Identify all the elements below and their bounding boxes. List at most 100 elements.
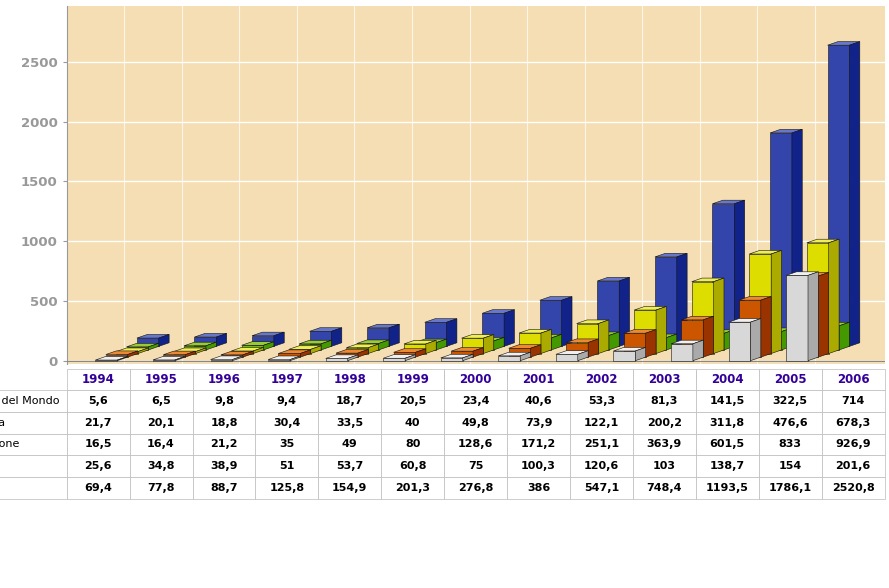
Polygon shape	[356, 340, 389, 343]
Text: 2003: 2003	[606, 372, 643, 385]
Polygon shape	[358, 349, 368, 357]
Polygon shape	[792, 129, 802, 346]
Polygon shape	[268, 356, 300, 360]
Polygon shape	[681, 316, 714, 320]
Bar	[414, 343, 436, 350]
Polygon shape	[405, 355, 415, 360]
Bar	[356, 343, 379, 350]
Text: 2001: 2001	[491, 372, 528, 385]
Bar	[655, 257, 677, 346]
Text: 2006: 2006	[779, 372, 815, 385]
Text: 2002: 2002	[549, 372, 585, 385]
Bar	[519, 333, 541, 353]
Polygon shape	[850, 42, 860, 346]
Polygon shape	[414, 339, 446, 343]
Polygon shape	[620, 278, 629, 346]
Bar	[807, 243, 829, 353]
Polygon shape	[153, 356, 185, 360]
Polygon shape	[828, 42, 860, 45]
Polygon shape	[761, 296, 771, 357]
Text: 2000: 2000	[433, 372, 470, 385]
Bar	[184, 346, 206, 350]
Polygon shape	[348, 355, 358, 360]
Polygon shape	[829, 239, 839, 353]
Polygon shape	[347, 344, 379, 348]
Polygon shape	[598, 320, 609, 353]
Polygon shape	[645, 330, 656, 357]
Bar	[425, 322, 446, 346]
Polygon shape	[185, 351, 196, 357]
Bar	[336, 353, 358, 357]
Bar	[624, 333, 645, 357]
Polygon shape	[645, 334, 677, 338]
Bar	[347, 348, 368, 353]
Bar	[702, 333, 724, 350]
Text: 2004: 2004	[663, 372, 701, 385]
Bar	[817, 326, 839, 350]
Bar	[231, 351, 253, 353]
Bar	[482, 313, 504, 346]
Polygon shape	[577, 320, 609, 323]
Text: 1998: 1998	[318, 372, 355, 385]
Polygon shape	[300, 350, 311, 357]
Polygon shape	[436, 339, 446, 350]
Polygon shape	[394, 349, 426, 352]
Polygon shape	[587, 332, 620, 336]
Polygon shape	[504, 310, 515, 346]
Polygon shape	[839, 322, 850, 350]
Polygon shape	[274, 332, 284, 346]
Polygon shape	[426, 340, 436, 353]
Polygon shape	[278, 350, 311, 353]
Polygon shape	[597, 278, 629, 281]
Polygon shape	[750, 319, 761, 360]
Polygon shape	[126, 343, 159, 347]
Bar	[242, 345, 263, 350]
Polygon shape	[636, 348, 645, 360]
Polygon shape	[519, 329, 551, 333]
Polygon shape	[383, 355, 415, 358]
Polygon shape	[702, 330, 734, 333]
Bar	[530, 338, 551, 350]
Polygon shape	[566, 339, 598, 343]
Polygon shape	[195, 333, 227, 337]
Polygon shape	[336, 349, 368, 353]
Polygon shape	[232, 356, 243, 360]
Polygon shape	[693, 340, 703, 360]
Polygon shape	[367, 324, 399, 328]
Polygon shape	[807, 239, 839, 243]
Polygon shape	[482, 310, 515, 313]
Polygon shape	[509, 345, 541, 348]
Polygon shape	[164, 351, 196, 355]
Polygon shape	[159, 335, 169, 346]
Bar	[164, 355, 185, 357]
Polygon shape	[415, 349, 426, 357]
Polygon shape	[175, 356, 185, 360]
Polygon shape	[493, 338, 504, 350]
Bar	[556, 355, 578, 360]
Polygon shape	[137, 335, 169, 338]
Polygon shape	[781, 328, 792, 350]
Polygon shape	[389, 324, 399, 346]
Polygon shape	[771, 250, 781, 353]
Bar	[451, 351, 473, 357]
Polygon shape	[221, 351, 253, 355]
Polygon shape	[106, 351, 138, 355]
Polygon shape	[530, 335, 562, 338]
Bar	[461, 338, 484, 353]
Bar	[300, 344, 321, 350]
Polygon shape	[446, 319, 457, 346]
Bar	[634, 310, 656, 353]
Polygon shape	[325, 355, 358, 359]
Polygon shape	[520, 352, 531, 360]
Bar	[749, 254, 771, 353]
Bar	[712, 204, 734, 346]
Bar	[760, 332, 781, 350]
Bar	[309, 331, 332, 346]
Bar	[126, 347, 148, 350]
Polygon shape	[703, 316, 714, 357]
Text: 1994: 1994	[88, 372, 124, 385]
Polygon shape	[379, 340, 389, 350]
Bar	[106, 355, 128, 357]
Polygon shape	[184, 342, 216, 346]
Polygon shape	[656, 306, 667, 353]
